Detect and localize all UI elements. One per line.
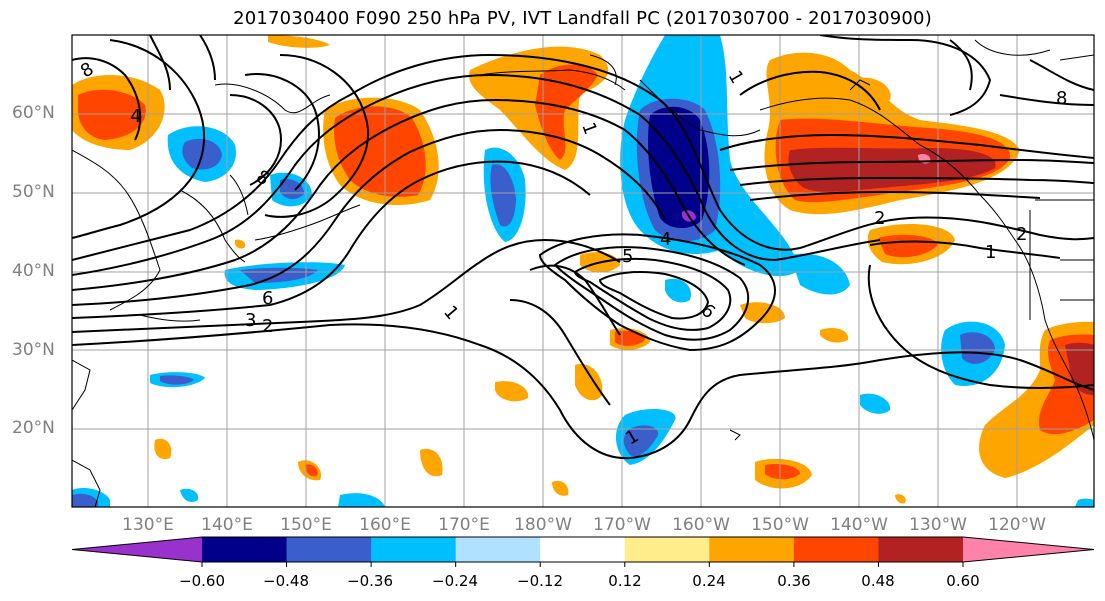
- lat-label: 20°N: [12, 418, 55, 438]
- contour-label: 5: [622, 246, 633, 267]
- lon-label: 140°W: [830, 515, 888, 535]
- colorbar-bin: [793, 537, 879, 562]
- colorbar-bin: [202, 537, 288, 562]
- lon-label: 150°W: [751, 515, 809, 535]
- contour-label: 4: [130, 106, 141, 127]
- contour-label: 2: [262, 316, 273, 337]
- colorbar-extend-high: [963, 537, 1094, 562]
- colorbar-bin: [286, 537, 372, 562]
- lat-label: 30°N: [12, 340, 55, 360]
- contour-label: 8: [1056, 88, 1067, 109]
- colorbar-tick-label: −0.48: [263, 572, 309, 590]
- lon-label: 160°W: [672, 515, 730, 535]
- colorbar-tick-label: −0.60: [179, 572, 225, 590]
- colorbar-tick-label: 0.60: [946, 572, 980, 590]
- lon-label: 180°W: [514, 515, 572, 535]
- lon-label: 150°E: [280, 515, 332, 535]
- contour-label: 2: [1016, 224, 1027, 245]
- lon-label: 120°W: [988, 515, 1046, 535]
- contour-label: 6: [262, 288, 273, 309]
- map-title: 2017030400 F090 250 hPa PV, IVT Landfall…: [233, 8, 932, 29]
- lat-label: 50°N: [12, 182, 55, 202]
- colorbar-bin: [371, 537, 457, 562]
- graticule: [72, 35, 1094, 507]
- pv-contours: [72, 35, 1094, 460]
- colorbar-bin: [455, 537, 541, 562]
- lat-label: 60°N: [12, 103, 55, 123]
- colorbar-tick-label: −0.36: [347, 572, 393, 590]
- coastlines: [72, 39, 1094, 507]
- map-frame: [71, 34, 1095, 508]
- colorbar-tick-label: 0.48: [861, 572, 895, 590]
- colorbar: [71, 536, 1095, 567]
- lon-label: 130°E: [122, 515, 174, 535]
- colorbar-bin: [709, 537, 795, 562]
- colorbar-tick-label: 0.12: [608, 572, 642, 590]
- contour-label: 4: [660, 229, 671, 250]
- lon-label: 170°E: [438, 515, 490, 535]
- colorbar-bin: [624, 537, 710, 562]
- colorbar-tick-label: −0.24: [432, 572, 478, 590]
- colorbar-bin: [878, 537, 964, 562]
- lat-label: 40°N: [12, 261, 55, 281]
- contour-label: 2: [874, 208, 885, 229]
- lon-label: 170°W: [593, 515, 651, 535]
- lon-label: 160°E: [359, 515, 411, 535]
- colorbar-tick-label: −0.12: [517, 572, 563, 590]
- lon-label: 130°W: [909, 515, 967, 535]
- colorbar-tick-label: 0.36: [777, 572, 811, 590]
- colorbar-tick-label: 0.24: [692, 572, 726, 590]
- lon-label: 140°E: [201, 515, 253, 535]
- contour-label: 1: [985, 242, 996, 263]
- colorbar-extend-low: [72, 537, 202, 562]
- contour-label: 3: [245, 310, 256, 331]
- colorbar-bin: [540, 537, 626, 562]
